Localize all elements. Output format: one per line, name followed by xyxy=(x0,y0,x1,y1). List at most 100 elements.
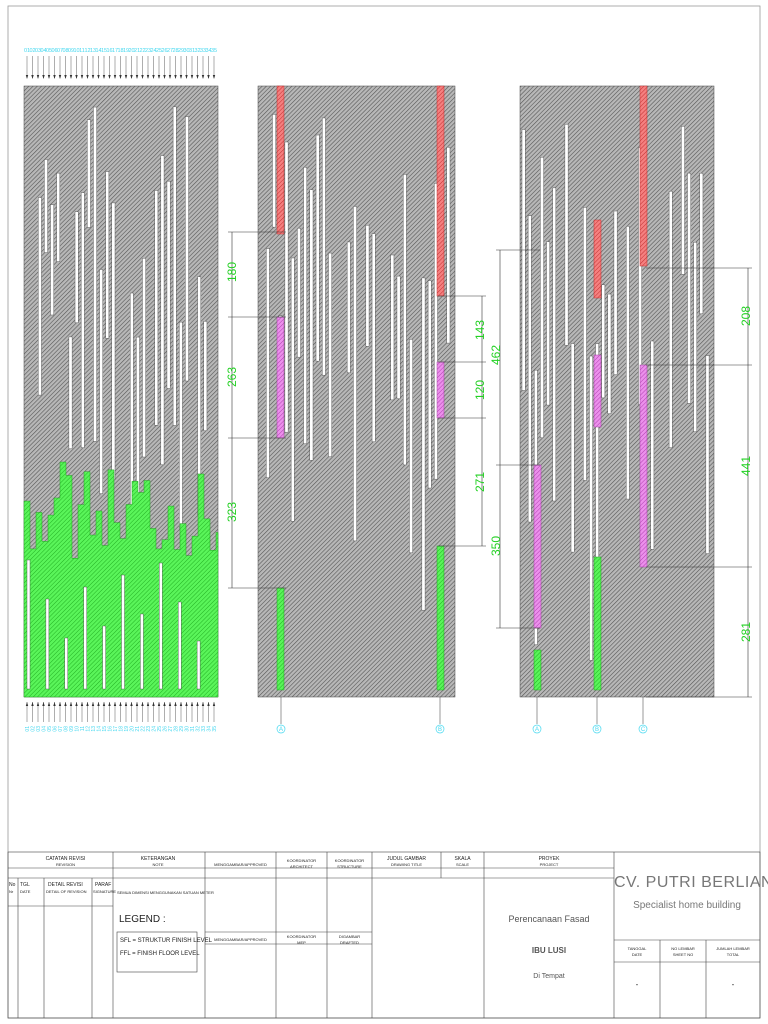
slat-label-bottom: 01 xyxy=(25,726,31,732)
red-strip xyxy=(436,85,445,297)
slat-gap xyxy=(583,207,587,481)
arrow-up-icon xyxy=(185,702,188,706)
arrow-up-icon xyxy=(97,702,100,706)
arrow-up-icon xyxy=(113,702,117,706)
digambar-label: DIGAMBAR xyxy=(338,934,361,939)
slat-gap xyxy=(625,226,630,500)
arrow-up-icon xyxy=(190,702,194,706)
slat-label-top: 28 xyxy=(172,48,178,54)
slat-label-bottom: 34 xyxy=(207,726,213,732)
slat-label-bottom: 12 xyxy=(86,726,92,732)
slat-gap xyxy=(99,269,103,494)
slat-gap xyxy=(693,242,698,432)
slat-label-top: 25 xyxy=(156,48,162,54)
company-tagline: Specialist home building xyxy=(633,900,741,911)
slat-gap xyxy=(346,241,351,374)
project-location: Di Tempat xyxy=(533,973,565,980)
slat-label-top: 17 xyxy=(112,48,118,54)
arrow-up-icon xyxy=(80,702,84,706)
slat-label-top: 16 xyxy=(106,48,112,54)
arrow-down-icon xyxy=(97,75,100,79)
tanggal-label: TANGGAL xyxy=(627,946,647,951)
arrow-up-icon xyxy=(119,702,122,706)
arrow-down-icon xyxy=(47,75,51,79)
marker-right-b: B xyxy=(595,727,599,733)
green-lower-zone xyxy=(23,461,219,698)
arrow-down-icon xyxy=(36,75,40,79)
slat-label-bottom: 24 xyxy=(152,726,158,732)
arrow-down-icon xyxy=(201,75,205,79)
slat-label-top: 08 xyxy=(62,48,68,54)
arrow-down-icon xyxy=(130,75,133,79)
arrow-down-icon xyxy=(25,75,29,79)
slat-label-bottom: 13 xyxy=(91,726,97,732)
arrow-down-icon xyxy=(135,75,139,79)
dim-350: 350 xyxy=(489,536,503,556)
detail-revisi-sub: DETAIL OF REVISION xyxy=(46,889,87,894)
slat-gap xyxy=(650,340,655,550)
slat-label-bottom: 16 xyxy=(108,726,114,732)
arrow-down-icon xyxy=(69,75,73,79)
facade-panel-middle xyxy=(257,85,456,698)
slat-gap xyxy=(105,171,110,339)
slat-gap xyxy=(409,339,413,553)
slat-gap xyxy=(607,293,612,414)
slat-gap xyxy=(546,241,550,406)
slat-gap xyxy=(87,119,91,228)
legend-title: LEGEND : xyxy=(119,914,166,925)
detail-revisi-label: DETAIL REVISI xyxy=(48,882,83,888)
dim-441: 441 xyxy=(739,456,753,476)
magenta-strip xyxy=(436,361,445,419)
legend-ffl: FFL = FINISH FLOOR LEVEL xyxy=(120,951,200,957)
middle-dimensions xyxy=(228,231,486,589)
slat-gap xyxy=(699,172,704,315)
slat-gap xyxy=(185,116,189,382)
green-strip xyxy=(593,556,602,691)
arrow-down-icon xyxy=(124,75,128,79)
slat-label-top: 32 xyxy=(194,48,200,54)
slat-gap xyxy=(44,159,48,253)
koordinator-mep-sub: MEP xyxy=(297,940,306,945)
slat-gap xyxy=(353,206,357,542)
dim-271: 271 xyxy=(473,472,487,492)
keterangan-sub: NOTE xyxy=(152,862,164,867)
slat-gap xyxy=(26,559,31,690)
slat-label-bottom: 10 xyxy=(75,726,81,732)
slat-label-top: 31 xyxy=(189,48,195,54)
slat-gap xyxy=(601,284,606,399)
slat-gap xyxy=(705,355,710,554)
slat-label-bottom: 15 xyxy=(102,726,108,732)
arrow-down-icon xyxy=(64,75,67,79)
proyek-label: PROYEK xyxy=(538,856,560,862)
menggambar2-label: MENGGAMBAR/APPROVED xyxy=(214,937,267,942)
slat-label-bottom: 21 xyxy=(135,726,141,732)
arrow-down-icon xyxy=(185,75,188,79)
catatan-revisi-label: CATATAN REVISI xyxy=(45,856,86,862)
slat-gap xyxy=(570,343,575,553)
arrow-down-icon xyxy=(113,75,117,79)
koordinator-arsitek-label: KOORDINATOR xyxy=(286,858,317,863)
slat-gap xyxy=(322,117,326,376)
digambar-sub: DRAFTED xyxy=(340,940,359,945)
slat-label-top: 01 xyxy=(24,48,30,54)
slat-label-top: 35 xyxy=(211,48,217,54)
slat-label-bottom: 02 xyxy=(31,726,37,732)
slat-gap xyxy=(309,189,314,461)
slat-label-bottom: 35 xyxy=(212,726,218,732)
tanggal-sub: DATE xyxy=(631,952,643,957)
arrow-up-icon xyxy=(174,702,177,706)
title-block-frame xyxy=(7,851,761,1019)
arrow-down-icon xyxy=(146,75,150,79)
arrow-up-icon xyxy=(157,702,161,706)
slat-label-top: 23 xyxy=(145,48,151,54)
arrow-down-icon xyxy=(91,75,95,79)
slat-label-bottom: 28 xyxy=(174,726,180,732)
arrow-down-icon xyxy=(190,75,194,79)
project-name: Perencanaan Fasad xyxy=(508,914,590,924)
company-name: CV. PUTRI BERLIANA xyxy=(614,874,768,891)
marker-middle-b: B xyxy=(438,727,442,733)
arrow-up-icon xyxy=(179,702,183,706)
slat-label-bottom: 22 xyxy=(141,726,147,732)
slat-label-top: 05 xyxy=(46,48,52,54)
arrow-up-icon xyxy=(25,702,29,706)
